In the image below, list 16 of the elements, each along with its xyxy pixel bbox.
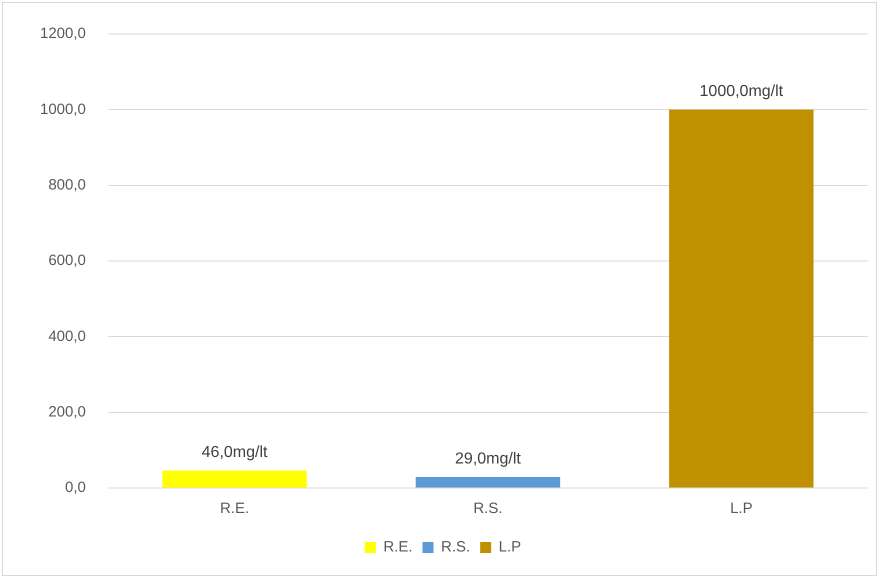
x-tick-label: R.S.	[473, 500, 503, 518]
legend-label: L.P	[498, 538, 522, 556]
x-tick-label: L.P	[730, 500, 753, 518]
data-label: 1000,0mg/lt	[700, 83, 784, 100]
y-tick-label: 600,0	[48, 252, 86, 270]
y-tick-label: 1200,0	[40, 25, 86, 42]
x-tick-label: R.E.	[220, 500, 250, 518]
legend-label: R.E.	[383, 538, 413, 556]
legend-label: R.S.	[440, 538, 470, 556]
y-tick-label: 0,0	[65, 479, 86, 496]
y-tick-label: 800,0	[48, 176, 86, 194]
data-label: 46,0mg/lt	[202, 444, 268, 462]
data-label: 29,0mg/lt	[455, 450, 522, 468]
y-tick-label: 1000,0	[40, 100, 86, 118]
y-tick-label: 400,0	[48, 328, 86, 345]
y-tick-label: 200,0	[48, 403, 86, 420]
